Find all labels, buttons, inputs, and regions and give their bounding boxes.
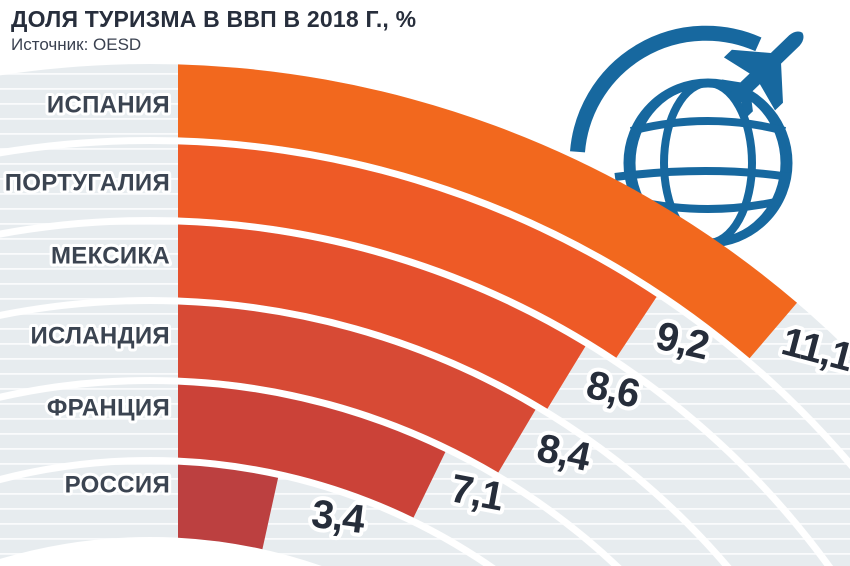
chart-header: ДОЛЯ ТУРИЗМА В ВВП В 2018 Г., % Источник… [11,6,416,55]
bar-arc-mexico [178,224,586,409]
value-label-russia: 3,4 [309,492,368,542]
bar-arc-france [178,384,446,518]
orbit-trail [570,25,762,153]
globe-latitude-upper [629,117,787,135]
country-label-france: ФРАНЦИЯ [47,395,170,422]
bar-arc-spain [178,64,797,359]
country-label-russia: РОССИЯ [65,472,170,499]
chart-title: ДОЛЯ ТУРИЗМА В ВВП В 2018 Г., % [11,6,417,32]
ring-iceland [0,304,722,566]
background-rings [0,64,850,566]
ring-mexico [0,224,825,566]
country-label-spain: ИСПАНИЯ [47,92,170,119]
bar-arc-iceland [178,304,536,473]
country-labels: ИСПАНИЯ ПОРТУГАЛИЯ МЕКСИКА ИСЛАНДИЯ ФРАНЦИЯ Р… [2,89,173,502]
bar-arc-portugal [178,144,657,358]
airplane-icon [715,31,804,118]
ring-france [0,384,612,566]
bars [178,64,797,550]
chart-source-note: Источник: OESD [11,35,142,55]
country-label-portugal: ПОРТУГАЛИЯ [5,170,170,197]
country-label-mexico: МЕКСИКА [51,243,170,270]
ring-russia [0,464,484,566]
globe-latitude-middle [614,167,791,181]
ring-spain [0,64,850,459]
bar-arc-russia [178,464,279,550]
ring-portugal [0,144,850,566]
country-label-iceland: ИСЛАНДИЯ [31,323,171,350]
